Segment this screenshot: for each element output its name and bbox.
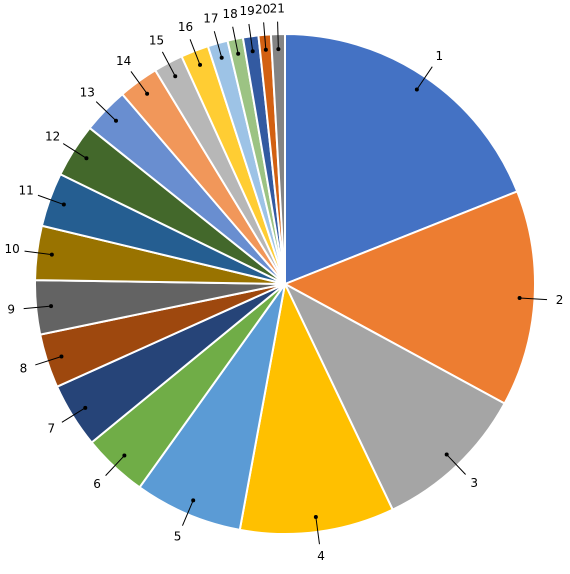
slice-label: 9 bbox=[7, 302, 15, 316]
slice-label: 6 bbox=[93, 477, 101, 491]
slice-label: 1 bbox=[435, 49, 443, 63]
leader-dot bbox=[219, 55, 224, 60]
leader-dot bbox=[414, 87, 419, 92]
leader-line bbox=[315, 516, 320, 545]
leader-dot bbox=[313, 514, 318, 519]
leader-dot bbox=[263, 47, 268, 52]
leader-line bbox=[161, 51, 176, 77]
slice-label: 11 bbox=[19, 184, 34, 198]
leader-line bbox=[277, 21, 279, 50]
leader-line bbox=[105, 455, 125, 476]
leader-line bbox=[232, 26, 239, 54]
slice-label: 14 bbox=[116, 54, 131, 68]
leader-dot bbox=[122, 453, 127, 458]
leader-line bbox=[61, 407, 86, 423]
leader-dot bbox=[276, 47, 281, 52]
leader-dot bbox=[84, 156, 89, 161]
slice-label: 18 bbox=[223, 7, 238, 21]
slice-label: 8 bbox=[20, 361, 28, 375]
leader-line bbox=[248, 23, 254, 52]
leader-dot bbox=[191, 498, 196, 503]
leader-dot bbox=[236, 51, 241, 56]
slice-label: 10 bbox=[5, 242, 20, 256]
leader-dot bbox=[83, 405, 88, 410]
leader-line bbox=[35, 356, 62, 366]
leader-dot bbox=[250, 49, 255, 54]
leader-dot bbox=[61, 202, 66, 207]
leader-dot bbox=[145, 91, 150, 96]
slice-label: 5 bbox=[174, 530, 182, 544]
leader-line bbox=[446, 454, 466, 475]
slice-label: 3 bbox=[470, 476, 478, 490]
leader-line bbox=[189, 39, 201, 66]
leader-line bbox=[37, 194, 65, 206]
slice-label: 21 bbox=[270, 2, 285, 16]
leader-line bbox=[519, 297, 548, 301]
leader-line bbox=[213, 31, 223, 58]
leader-line bbox=[181, 500, 194, 526]
slice-label: 7 bbox=[47, 421, 55, 435]
slice-label: 15 bbox=[149, 33, 164, 47]
leader-line bbox=[95, 101, 117, 122]
leader-line bbox=[263, 22, 267, 50]
leader-line bbox=[130, 71, 148, 95]
slice-label: 4 bbox=[317, 549, 325, 563]
leader-line bbox=[416, 66, 433, 90]
slice-label: 16 bbox=[178, 20, 193, 34]
slice-label: 20 bbox=[255, 2, 270, 16]
leader-dot bbox=[59, 354, 64, 359]
slice-label: 17 bbox=[203, 12, 218, 26]
leader-dot bbox=[517, 295, 522, 300]
leader-dot bbox=[49, 252, 54, 257]
slice-label: 13 bbox=[80, 85, 95, 99]
leader-line bbox=[62, 143, 87, 159]
leader-line bbox=[23, 305, 52, 310]
slice-label: 12 bbox=[45, 129, 60, 143]
leader-dot bbox=[198, 62, 203, 67]
leader-dot bbox=[113, 118, 118, 123]
leader-dot bbox=[49, 304, 54, 309]
slice-label: 19 bbox=[240, 4, 255, 18]
slice-label: 2 bbox=[556, 293, 564, 307]
leader-line bbox=[24, 250, 52, 256]
leader-dot bbox=[173, 74, 178, 79]
leader-dot bbox=[444, 452, 449, 457]
